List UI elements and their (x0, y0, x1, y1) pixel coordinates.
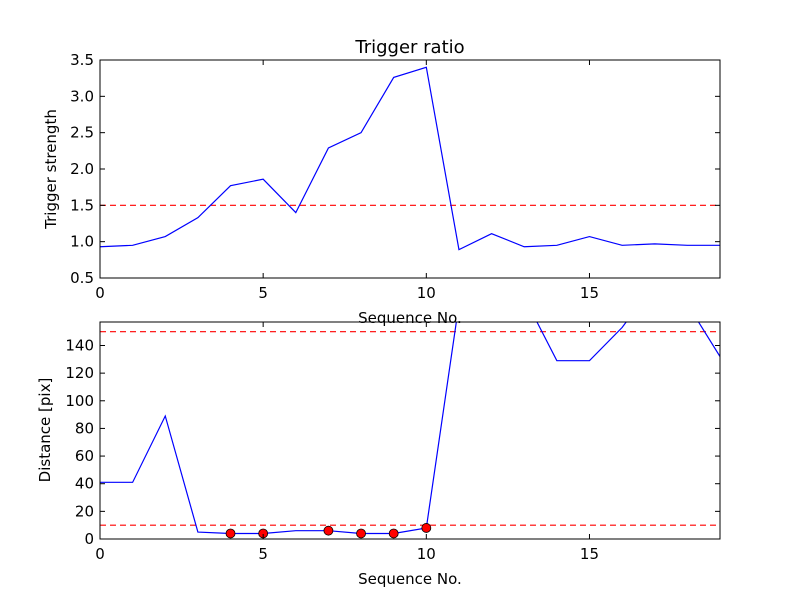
bottom-highlight-point-0 (225, 528, 236, 539)
bottom-highlight-point-3 (356, 528, 366, 539)
trigger-ratio-plot: 0 5 10 15 0.5 1.0 1.5 2.0 2.5 3.0 3.5 (70, 51, 721, 302)
top-ylabel: Trigger strength (42, 109, 60, 230)
bottom-ytick-label-0: 0 (84, 530, 94, 548)
chart-title: Trigger ratio (354, 37, 464, 58)
top-xtick-label-2: 10 (417, 284, 436, 302)
top-xtick-label-3: 15 (580, 284, 599, 302)
bottom-xtick-label-3: 15 (580, 545, 599, 563)
top-ytick-label-0: 0.5 (70, 269, 94, 287)
bottom-ytick-label-5: 100 (65, 392, 94, 410)
top-ytick-label-4: 2.5 (70, 124, 94, 142)
bottom-xlabel: Sequence No. (358, 570, 462, 588)
bottom-xtick-label-0: 0 (95, 545, 105, 563)
bottom-ytick-label-3: 60 (75, 447, 94, 465)
top-series-line-0 (100, 66, 720, 251)
top-xtick-label-1: 5 (258, 284, 268, 302)
bottom-ylabel: Distance [pix] (36, 378, 54, 483)
top-ytick-label-3: 2.0 (70, 160, 94, 178)
bottom-xtick-label-2: 10 (417, 545, 436, 563)
bottom-highlight-point-4 (388, 528, 399, 539)
top-ytick-label-1: 1.0 (70, 233, 94, 251)
bottom-highlight-point-2 (323, 525, 334, 536)
bottom-ytick-label-4: 80 (75, 419, 94, 437)
bottom-ytick-label-6: 120 (65, 364, 94, 382)
bottom-series-line-0 (100, 322, 720, 535)
distance-plot: 0 5 10 15 0 20 40 60 80 100 120 140 (65, 321, 721, 563)
bottom-ytick-label-2: 40 (75, 475, 94, 493)
top-plot-area (100, 66, 720, 251)
bottom-highlight-point-5 (421, 523, 432, 533)
bottom-ytick-label-7: 140 (65, 336, 94, 354)
bottom-axes-frame (99, 321, 721, 540)
top-xlabel: Sequence No. (358, 309, 462, 327)
top-ytick-label-6: 3.5 (70, 51, 94, 69)
top-xtick-label-0: 0 (95, 284, 105, 302)
top-ytick-label-5: 3.0 (70, 87, 94, 105)
bottom-plot-area (100, 322, 720, 535)
bottom-ytick-label-1: 20 (75, 502, 94, 520)
top-ytick-label-2: 1.5 (70, 196, 94, 214)
bottom-xtick-label-1: 5 (258, 545, 268, 563)
